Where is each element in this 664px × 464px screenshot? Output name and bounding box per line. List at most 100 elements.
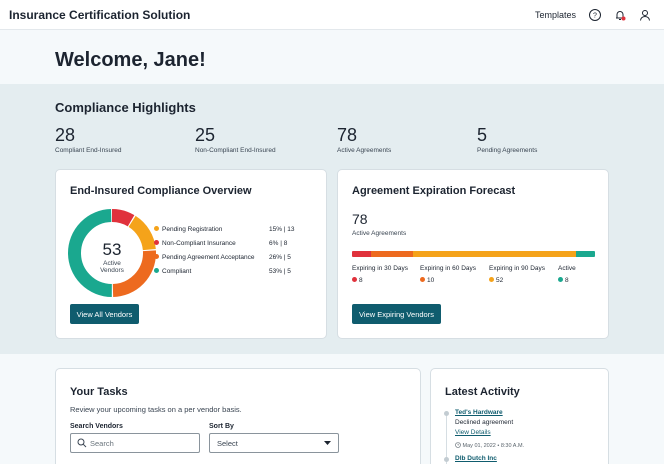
stat-pending-agreements: 5 Pending Agreements — [477, 125, 537, 154]
expiring-count: 8 — [565, 277, 569, 284]
tasks-subtitle: Review your upcoming tasks on a per vend… — [70, 405, 242, 414]
status-dot — [420, 277, 425, 282]
sort-by-label: Sort By — [209, 423, 234, 430]
legend-label: Pending Registration — [162, 226, 223, 233]
stat-label: Compliant End-Insured — [55, 147, 122, 154]
expiring-90-days: Expiring in 90 Days 52 — [489, 265, 545, 284]
stat-value: 5 — [477, 125, 488, 145]
stat-active-agreements: 78 Active Agreements — [337, 125, 391, 154]
sort-by-select[interactable]: Select — [209, 433, 339, 453]
status-dot — [558, 277, 563, 282]
stat-non-compliant: 25 Non-Compliant End-Insured — [195, 125, 276, 154]
expiring-label: Expiring in 60 Days — [420, 265, 476, 272]
user-icon[interactable] — [638, 8, 652, 22]
expiring-60-days: Expiring in 60 Days 10 — [420, 265, 476, 284]
donut-center-label-2: Vendors — [100, 267, 125, 274]
compliance-donut-chart: 53 Active Vendors — [68, 209, 156, 297]
legend-value: 6% | 8 — [269, 240, 288, 247]
legend-dot — [154, 240, 159, 245]
expiring-count: 52 — [496, 277, 504, 284]
sort-by-value: Select — [217, 438, 238, 448]
expiration-total-label: Active Agreements — [352, 230, 407, 237]
stat-label: Active Agreements — [337, 147, 392, 154]
view-expiring-vendors-button[interactable]: View Expiring Vendors — [352, 304, 441, 324]
legend-label: Pending Agreement Acceptance — [162, 254, 255, 261]
compliance-overview-title: End-Insured Compliance Overview — [70, 185, 252, 197]
top-bar: Insurance Certification Solution Templat… — [0, 0, 664, 30]
activity-vendor-link[interactable]: Ted's Hardware — [455, 409, 503, 416]
activity-time: May 01, 2022 • 8:30 A.M. — [455, 442, 524, 449]
stat-compliant: 28 Compliant End-Insured — [55, 125, 121, 154]
legend-label: Compliant — [162, 268, 192, 275]
stat-value: 78 — [337, 125, 358, 145]
expiring-count: 8 — [359, 277, 363, 284]
timeline-dot — [444, 411, 449, 416]
expiration-forecast-title: Agreement Expiration Forecast — [352, 185, 516, 197]
expiring-label: Expiring in 30 Days — [352, 265, 408, 272]
expiration-total: 78 — [352, 211, 368, 227]
legend-value: 53% | 5 — [269, 268, 291, 275]
legend-item: Pending Agreement Acceptance — [154, 254, 255, 261]
svg-text:?: ? — [593, 13, 597, 20]
bar-segment-expiring-in-90-days — [412, 251, 576, 257]
legend-dot — [154, 254, 159, 259]
expiring-label: Expiring in 90 Days — [489, 265, 545, 272]
compliance-overview-card: End-Insured Compliance Overview 53 Activ… — [55, 169, 327, 339]
chevron-down-icon — [324, 440, 331, 445]
bell-icon[interactable] — [613, 8, 627, 22]
legend-item: Non-Compliant Insurance — [154, 240, 236, 247]
help-icon[interactable]: ? — [588, 8, 602, 22]
expiration-stacked-bar — [352, 251, 595, 257]
activity-vendor-link[interactable]: Dlb Dutch Inc — [455, 455, 497, 462]
legend-value: 26% | 5 — [269, 254, 291, 261]
legend-label: Non-Compliant Insurance — [162, 240, 236, 247]
status-dot — [352, 277, 357, 282]
expiring-label: Active — [558, 265, 576, 272]
notification-dot — [621, 16, 626, 21]
stat-value: 25 — [195, 125, 216, 145]
donut-segment-compliant — [68, 209, 156, 297]
legend-value: 15% | 13 — [269, 226, 295, 233]
stat-value: 28 — [55, 125, 76, 145]
tasks-title: Your Tasks — [70, 386, 128, 398]
stat-label: Non-Compliant End-Insured — [195, 147, 276, 154]
legend-dot — [154, 268, 159, 273]
stat-label: Pending Agreements — [477, 147, 538, 154]
search-vendors-input[interactable]: Search — [70, 433, 200, 453]
tasks-card: Your Tasks Review your upcoming tasks on… — [55, 368, 421, 464]
donut-center-label-1: Active — [103, 260, 121, 267]
bar-segment-active — [575, 251, 595, 257]
timeline-dot — [444, 457, 449, 462]
templates-link[interactable]: Templates — [535, 10, 577, 20]
view-details-link[interactable]: View Details — [455, 429, 491, 436]
bar-segment-expiring-in-60-days — [371, 251, 413, 257]
activity-action: Declined agreement — [455, 419, 514, 426]
expiring-30-days: Expiring in 30 Days 8 — [352, 265, 408, 284]
latest-activity-title: Latest Activity — [445, 386, 520, 398]
legend-item: Compliant — [154, 268, 191, 275]
expiration-forecast-card: Agreement Expiration Forecast 78 Active … — [337, 169, 609, 339]
legend-item: Pending Registration — [154, 226, 222, 233]
app-title[interactable]: Insurance Certification Solution — [9, 8, 191, 22]
search-placeholder: Search — [90, 438, 114, 448]
donut-center-number: 53 — [103, 240, 122, 259]
search-vendors-label: Search Vendors — [70, 423, 123, 430]
bar-segment-expiring-in-30-days — [352, 251, 372, 257]
expiring-count: 10 — [427, 277, 435, 284]
welcome-section: Welcome, Jane! — [0, 30, 664, 84]
legend-dot — [154, 226, 159, 231]
clock-icon — [455, 442, 461, 448]
timeline-line — [446, 413, 447, 464]
search-icon — [77, 438, 87, 448]
view-all-vendors-button[interactable]: View All Vendors — [70, 304, 139, 324]
latest-activity-card: Latest Activity Ted's Hardware Declined … — [430, 368, 609, 464]
status-dot — [489, 277, 494, 282]
lower-section: Your Tasks Review your upcoming tasks on… — [0, 354, 664, 464]
active-agreements: Active 8 — [558, 265, 576, 284]
highlights-title: Compliance Highlights — [55, 100, 196, 115]
compliance-highlights-section: Compliance Highlights 28 Compliant End-I… — [0, 84, 664, 354]
activity-timestamp: May 01, 2022 • 8:30 A.M. — [462, 443, 525, 449]
donut-segment-pending-agreement-acceptance — [68, 209, 156, 297]
donut-segment-non-compliant-insurance — [68, 209, 156, 297]
welcome-title: Welcome, Jane! — [55, 49, 206, 71]
